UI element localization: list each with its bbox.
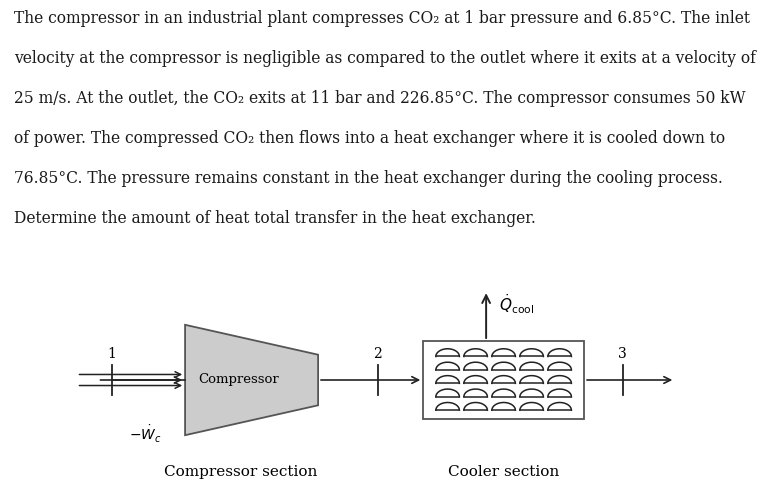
Text: 76.85°C. The pressure remains constant in the heat exchanger during the cooling : 76.85°C. The pressure remains constant i… xyxy=(14,170,723,187)
Text: Determine the amount of heat total transfer in the heat exchanger.: Determine the amount of heat total trans… xyxy=(14,210,536,227)
Text: 25 m/s. At the outlet, the CO₂ exits at 11 bar and 226.85°C. The compressor cons: 25 m/s. At the outlet, the CO₂ exits at … xyxy=(14,90,745,107)
Text: 1: 1 xyxy=(107,346,116,360)
Text: Compressor: Compressor xyxy=(199,374,279,386)
Text: of power. The compressed CO₂ then flows into a heat exchanger where it is cooled: of power. The compressed CO₂ then flows … xyxy=(14,130,724,147)
Text: velocity at the compressor is negligible as compared to the outlet where it exit: velocity at the compressor is negligible… xyxy=(14,50,756,67)
Polygon shape xyxy=(185,325,318,435)
Text: $-\dot{W}_c$: $-\dot{W}_c$ xyxy=(129,424,162,445)
Bar xyxy=(423,341,584,419)
Text: Compressor section: Compressor section xyxy=(164,465,318,479)
Text: 2: 2 xyxy=(373,346,382,360)
Text: The compressor in an industrial plant compresses CO₂ at 1 bar pressure and 6.85°: The compressor in an industrial plant co… xyxy=(14,10,750,27)
Text: Cooler section: Cooler section xyxy=(448,465,559,479)
Text: $\dot{Q}_{\rm cool}$: $\dot{Q}_{\rm cool}$ xyxy=(498,292,533,316)
Text: 3: 3 xyxy=(618,346,627,360)
